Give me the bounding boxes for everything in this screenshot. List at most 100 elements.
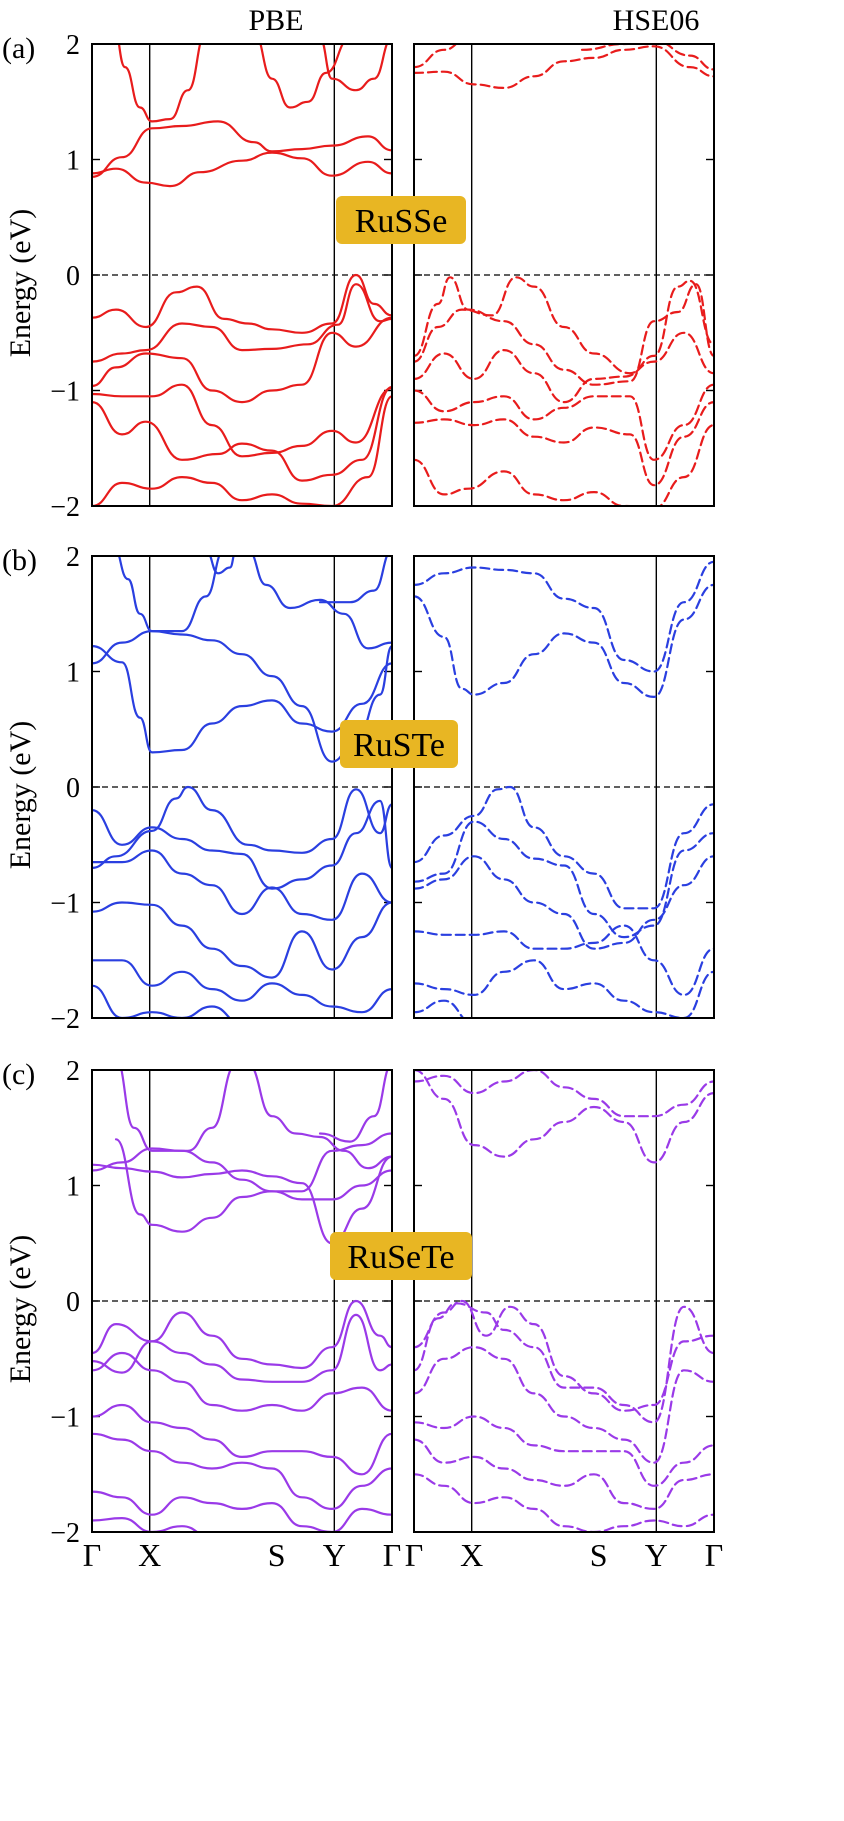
panel-label: (b): [2, 544, 37, 577]
band-line: [414, 924, 714, 996]
material-label: RuSTe: [353, 727, 445, 764]
band-line: [252, 1070, 392, 1170]
band-line: [92, 785, 392, 869]
y-tick-label: 0: [66, 773, 80, 804]
band-line: [580, 44, 714, 71]
band-line: [92, 959, 392, 1014]
band-line: [252, 556, 392, 650]
band-line: [92, 151, 392, 188]
band-line: [92, 316, 392, 404]
band-line: [92, 283, 392, 363]
band-line: [414, 1070, 714, 1164]
y-tick-label: 1: [66, 146, 80, 177]
band-line: [414, 401, 714, 487]
plot-frame: [413, 1069, 715, 1533]
band-line: [414, 1299, 714, 1412]
plot-frame: [413, 43, 715, 507]
plot-frame: [91, 555, 393, 1019]
band-line: [92, 395, 392, 506]
bands-hse06: [414, 560, 714, 1018]
y-axis-label: Energy (eV): [4, 721, 37, 870]
y-tick-label: 2: [66, 30, 80, 61]
y-tick-label: 2: [66, 542, 80, 573]
band-line: [414, 1473, 714, 1532]
band-line: [92, 1155, 392, 1245]
panel-label: (a): [2, 32, 35, 65]
k-point-label: S: [268, 1537, 286, 1573]
badge-background: [330, 1232, 472, 1280]
band-line: [322, 44, 389, 92]
band-line: [120, 1070, 232, 1152]
band-line: [92, 1490, 392, 1532]
band-line: [414, 45, 714, 89]
y-tick-label: −2: [50, 492, 80, 523]
panel-row-0: (a) Energy (eV) 2 1 0 −1 −2 RuSSe: [2, 30, 715, 523]
band-line: [414, 583, 714, 698]
material-label: RuSSe: [355, 203, 448, 240]
material-label: RuSeTe: [347, 1239, 454, 1276]
k-point-label: X: [460, 1537, 483, 1573]
k-point-label: Γ: [83, 1537, 102, 1573]
band-line: [92, 901, 392, 979]
band-line: [92, 849, 392, 921]
band-line: [414, 276, 714, 375]
y-tick-label: −2: [50, 1518, 80, 1549]
band-line: [118, 556, 221, 633]
plot-pbe: [91, 555, 393, 1019]
band-line: [414, 999, 465, 1018]
bands-pbe: [92, 556, 392, 1018]
k-point-label: S: [590, 1537, 608, 1573]
plot-frame: [413, 555, 715, 1019]
band-line: [414, 424, 714, 506]
band-line: [414, 331, 714, 404]
column-title-hse06: HSE06: [613, 4, 700, 37]
y-tick-label: 2: [66, 1056, 80, 1087]
band-line: [318, 1070, 389, 1143]
band-line: [92, 273, 392, 334]
bands-hse06: [414, 1070, 714, 1532]
band-line: [92, 1517, 199, 1532]
band-line: [92, 385, 392, 482]
column-title-pbe: PBE: [248, 4, 303, 37]
material-badge: RuSSe: [336, 196, 466, 244]
band-line: [414, 44, 458, 69]
badge-background: [340, 720, 458, 768]
band-line: [414, 383, 714, 461]
y-tick-label: −1: [50, 1403, 80, 1434]
y-tick-label: 0: [66, 261, 80, 292]
y-axis-label: Energy (eV): [4, 1235, 37, 1384]
band-line: [414, 276, 714, 386]
material-badge: RuSeTe: [330, 1232, 472, 1280]
band-line: [92, 1432, 392, 1510]
plot-hse06: [413, 43, 715, 507]
band-line: [414, 820, 714, 939]
band-line: [92, 645, 392, 754]
plot-frame: [91, 43, 393, 507]
band-line: [92, 1313, 392, 1383]
badge-background: [336, 196, 466, 244]
band-line: [414, 855, 714, 950]
band-line: [117, 44, 202, 123]
bands-pbe: [92, 44, 392, 506]
band-line: [92, 1351, 392, 1412]
bands-pbe: [92, 1070, 392, 1532]
band-line: [209, 556, 235, 575]
plot-area: (a) Energy (eV) 2 1 0 −1 −2 RuSSe (b) Energy (eV)…: [2, 30, 723, 1573]
band-line: [414, 959, 714, 1018]
material-badge: RuSTe: [340, 720, 458, 768]
panel-label: (c): [2, 1058, 35, 1091]
k-point-label: Γ: [705, 1537, 724, 1573]
band-line: [92, 1147, 392, 1201]
k-point-label: Γ: [383, 1537, 402, 1573]
panel-row-1: (b) Energy (eV) 2 1 0 −1 −2 RuSTe: [2, 542, 715, 1035]
band-line: [318, 556, 389, 604]
y-axis-label: Energy (eV): [4, 209, 37, 358]
k-point-label: X: [138, 1537, 161, 1573]
band-line: [414, 1438, 714, 1510]
band-line: [92, 1403, 392, 1476]
k-point-label: Y: [645, 1537, 668, 1573]
k-point-label: Y: [323, 1537, 346, 1573]
